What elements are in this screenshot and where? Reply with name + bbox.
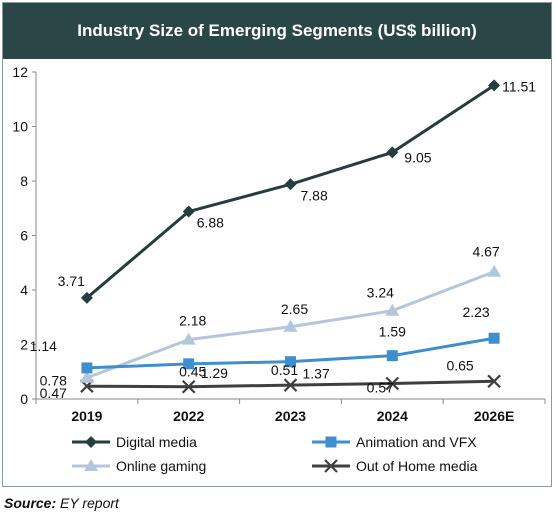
digital-media-point (182, 205, 195, 218)
animation-and-vfx-data-label: 1.14 (30, 338, 57, 354)
y-tick-label: 2 (20, 337, 28, 353)
y-tick-label: 4 (20, 282, 28, 298)
source-note: Source: EY report (4, 495, 119, 511)
legend-marker (85, 436, 97, 448)
online-gaming-data-label: 3.24 (367, 285, 394, 301)
out-of-home-media-point (283, 378, 298, 392)
out-of-home-media-point (385, 376, 400, 391)
online-gaming-point (385, 303, 400, 316)
animation-and-vfx-point (285, 356, 296, 368)
animation-and-vfx-data-label: 1.37 (303, 366, 330, 382)
online-gaming-data-label: 2.65 (281, 301, 308, 317)
legend-marker (84, 459, 98, 471)
animation-and-vfx-data-label: 2.23 (462, 304, 489, 320)
x-tick-label: 2022 (173, 408, 204, 424)
legend-marker (325, 436, 337, 448)
line-chart: 0 2 4 6 8 10 12 2019 2022 2023 2024 2026E 3.71 6.88 7.… (12, 64, 546, 474)
out-of-home-media-data-label: 0.57 (367, 379, 394, 395)
out-of-home-media-point (181, 379, 196, 394)
source-label: Source: (4, 495, 57, 511)
digital-media-line (85, 84, 495, 300)
x-tick-label: 2026E (474, 408, 514, 424)
digital-media-data-label: 6.88 (197, 215, 224, 231)
online-gaming-data-label: 4.67 (472, 244, 499, 260)
legend-marker (324, 459, 338, 473)
online-gaming-data-label: 2.18 (179, 313, 206, 329)
x-tick-label: 2023 (275, 408, 306, 424)
out-of-home-media-data-label: 0.45 (179, 364, 206, 380)
x-tick-label: 2024 (377, 408, 408, 424)
online-gaming-point (487, 264, 502, 277)
animation-and-vfx-point (183, 358, 195, 370)
animation-and-vfx-point (488, 332, 500, 344)
y-tick-label: 0 (20, 391, 28, 407)
y-tick-label: 6 (20, 228, 28, 244)
digital-media-point (284, 178, 297, 191)
y-tick-label: 12 (12, 64, 28, 80)
legend-label: Online gaming (116, 458, 206, 474)
legend-label: Animation and VFX (356, 434, 477, 450)
animation-and-vfx-point (81, 362, 93, 374)
out-of-home-media-data-label: 0.47 (40, 385, 67, 401)
chart-title: Industry Size of Emerging Segments (US$ … (3, 3, 551, 59)
online-gaming-point (79, 370, 94, 383)
online-gaming-point (283, 319, 298, 332)
digital-media-data-label: 7.88 (301, 187, 328, 203)
out-of-home-media-data-label: 0.65 (446, 357, 473, 373)
digital-media-point (386, 146, 399, 159)
digital-media-point (488, 79, 501, 92)
digital-media-data-label: 11.51 (502, 78, 536, 94)
legend-label: Out of Home media (356, 458, 478, 474)
online-gaming-data-label: 0.78 (40, 373, 67, 389)
animation-and-vfx-data-label: 1.59 (379, 324, 406, 340)
x-tick-label: 2019 (71, 408, 102, 424)
digital-media-data-label: 3.71 (58, 273, 85, 289)
animation-and-vfx-point (386, 350, 398, 362)
out-of-home-media-data-label: 0.51 (271, 362, 298, 378)
legend-label: Digital media (116, 434, 197, 450)
chart-frame: Industry Size of Emerging Segments (US$ … (2, 2, 552, 487)
y-tick-label: 8 (20, 173, 28, 189)
digital-media-point (80, 291, 93, 304)
digital-media-data-label: 9.05 (404, 149, 431, 165)
y-tick-label: 10 (12, 119, 28, 135)
animation-and-vfx-data-label: 1.29 (201, 365, 228, 381)
out-of-home-media-point (487, 374, 501, 389)
online-gaming-point (181, 332, 196, 345)
source-text: EY report (60, 495, 119, 511)
